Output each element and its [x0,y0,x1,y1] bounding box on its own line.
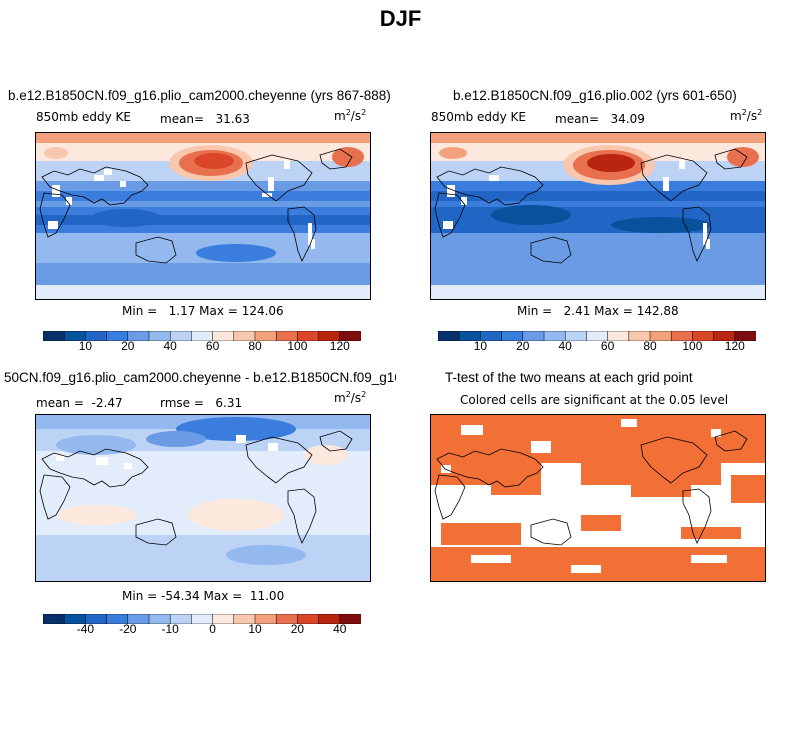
coastlines [39,148,353,264]
field-tropics [431,207,765,233]
variable-label-top-right: 850mb eddy KE [431,110,527,124]
colorbar-bottom-left [42,611,362,625]
colorbar-ticks-top-left: 10 20 40 60 80 100 120 [43,339,361,355]
field-sh [36,535,370,581]
land-mask [443,159,710,249]
colorbar-tick-label: 40 [163,339,177,353]
colorbar-tick-label: 60 [600,339,615,353]
colorbar-tick-label: 10 [248,622,262,636]
colorbar-tick-label: -40 [76,622,95,636]
land-mask [48,159,315,249]
field-blob [176,417,296,441]
coastlines [39,430,353,546]
map-field-top-left [36,133,370,299]
units-top-right: m2/s2 [730,108,763,124]
mean-value: 34.09 [610,112,645,126]
colorbar-tick-label: 120 [724,339,745,353]
map-field-bottom-right [431,415,765,581]
field-blob [91,209,161,227]
mean-top-left: mean= 31.63 [160,112,250,126]
field-blob [56,435,136,455]
field-tropics-core [36,215,370,225]
rmse-bottom-left: rmse = 6.31 [160,396,243,410]
land-mask [56,435,278,469]
colorbar-top-left [42,328,362,342]
colorbar-svg [437,330,757,342]
units-top-left: m2/s2 [334,108,367,124]
field-blob [611,217,711,233]
atlantic-high [727,147,759,167]
field-blob [56,505,136,525]
figure-title: DJF [379,6,422,31]
panel-title-top-left: b.e12.B1850CN.f09_g16.plio_cam2000.cheye… [8,88,391,103]
field-nh-core [36,191,370,201]
minmax-top-right: Min = 2.41 Max = 142.88 [517,304,679,318]
colorbar-svg [42,330,362,342]
field-blob [226,545,306,565]
colorbar-svg [42,613,362,625]
field-antarctic [36,285,370,299]
panel-title-top-right: b.e12.B1850CN.f09_g16.plio.002 (yrs 601-… [453,88,737,103]
colorbar-tick-label: 60 [205,339,220,353]
map-top-right [430,132,766,300]
field-blob [196,244,276,262]
colorbar-tick-label: 20 [516,339,530,353]
coastlines [434,430,748,546]
field-arctic [431,133,765,143]
colorbar-top-right [437,328,757,342]
field-sh [431,233,765,263]
colorbar-tick-label: 10 [473,339,488,353]
colorbar-tick-label: 80 [643,339,657,353]
coastlines [434,148,748,264]
panel-title-bottom-right: T-test of the two means at each grid poi… [445,370,693,385]
colorbar-tick-label: -20 [119,622,137,636]
panel-title-bottom-left: 50CN.f09_g16.plio_cam2000.cheyenne - b.e… [4,370,396,385]
colorbar-tick-label: 40 [333,622,347,636]
units-bottom-left: m2/s2 [334,390,367,406]
panel-subtitle-bottom-right: Colored cells are significant at the 0.0… [460,393,729,407]
minmax-top-left: Min = 1.17 Max = 124.06 [122,304,284,318]
colorbar-tick-label: 120 [329,339,350,353]
colorbar-tick-label: 100 [682,339,703,353]
significant-cells [431,415,765,581]
atlantic-high [332,147,364,167]
field-sh-storm [431,263,765,285]
pacific-high-core [194,153,234,169]
map-top-left [35,132,371,300]
colorbar-tick-label: -10 [161,622,179,636]
colorbar-tick-label: 20 [290,622,305,636]
field-blob [439,147,467,159]
field-blob [491,205,571,225]
colorbar-ticks-top-right: 10 20 40 60 80 100 120 [438,339,756,355]
field-arctic [36,133,370,143]
map-bottom-right [430,414,766,582]
mean-label: mean= [160,112,205,126]
field-blob [188,499,284,531]
mean-top-right: mean= 34.09 [555,112,645,126]
map-field-bottom-left [36,415,370,581]
field-blob [146,431,206,447]
mean-bottom-left: mean = -2.47 [36,396,123,410]
variable-label-top-left: 850mb eddy KE [36,110,132,124]
colorbar-tick-label: 0 [209,622,216,636]
colorbar-tick-label: 20 [121,339,135,353]
minmax-bottom-left: Min = -54.34 Max = 11.00 [122,589,285,603]
colorbar-tick-label: 100 [287,339,308,353]
colorbar-ticks-bottom-left: -40 -20 -10 0 10 20 40 [43,622,361,638]
mean-value: 31.63 [215,112,250,126]
pacific-high-core [587,154,635,172]
colorbar-tick-label: 40 [558,339,572,353]
field-sh-storm [36,263,370,285]
colorbar-tick-label: 80 [248,339,262,353]
field-blob [44,147,68,159]
field-antarctic [431,285,765,299]
map-bottom-left [35,414,371,582]
mean-label: mean= [555,112,600,126]
field-nh-core [431,191,765,201]
colorbar-tick-label: 10 [78,339,93,353]
map-field-top-right [431,133,765,299]
